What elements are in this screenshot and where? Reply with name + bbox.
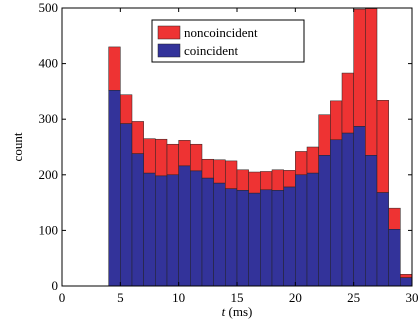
bar-coincident — [248, 192, 261, 286]
bar-noncoincident — [271, 169, 284, 191]
x-tick-label: 0 — [59, 290, 66, 305]
bar-coincident — [166, 174, 179, 286]
bar-noncoincident — [341, 72, 354, 134]
bar-noncoincident — [400, 274, 412, 278]
bar-noncoincident — [201, 158, 214, 179]
bar-noncoincident — [388, 207, 401, 230]
bar-coincident — [306, 172, 319, 286]
bar-noncoincident — [283, 170, 296, 188]
bar-noncoincident — [353, 8, 366, 127]
bar-coincident — [190, 170, 203, 286]
bar-noncoincident — [225, 160, 238, 189]
legend-label: coincident — [184, 43, 239, 58]
x-axis-label-unit: (ms) — [225, 304, 252, 319]
legend-swatch — [157, 43, 181, 58]
bar-coincident — [236, 190, 249, 286]
bar-noncoincident — [213, 159, 226, 184]
bar-noncoincident — [330, 100, 343, 141]
bar-coincident — [283, 186, 296, 286]
bar-noncoincident — [260, 171, 273, 191]
y-tick-label: 300 — [39, 111, 59, 126]
bar-coincident — [400, 277, 412, 286]
x-axis-label-variable: t — [222, 304, 226, 319]
bar-coincident — [353, 126, 366, 286]
x-tick-label: 15 — [231, 290, 244, 305]
legend: noncoincident coincident — [151, 19, 305, 63]
bar-coincident — [120, 123, 133, 286]
legend-swatch — [157, 25, 181, 40]
bar-coincident — [155, 175, 168, 286]
bar-noncoincident — [120, 94, 133, 124]
bar-coincident — [365, 155, 378, 286]
bar-coincident — [225, 188, 238, 286]
bar-coincident — [201, 177, 214, 286]
bar-noncoincident — [178, 140, 191, 167]
bar-noncoincident — [306, 146, 319, 174]
legend-label: noncoincident — [184, 25, 258, 40]
bar-noncoincident — [143, 138, 156, 174]
x-tick-label: 20 — [289, 290, 302, 305]
y-tick-label: 0 — [52, 278, 59, 293]
bar-coincident — [388, 229, 401, 286]
y-axis-label: count — [10, 132, 25, 161]
bar-coincident — [260, 189, 273, 286]
bar-noncoincident — [190, 143, 203, 172]
bar-coincident — [330, 139, 343, 286]
y-tick-label: 100 — [39, 222, 59, 237]
x-tick-label: 10 — [172, 290, 185, 305]
bar-coincident — [295, 174, 308, 286]
bar-noncoincident — [365, 8, 378, 156]
bar-noncoincident — [236, 169, 249, 191]
x-axis-label: t (ms) — [222, 304, 253, 319]
bar-coincident — [108, 90, 121, 286]
bar-noncoincident — [166, 143, 179, 176]
bar-coincident — [178, 165, 191, 286]
bar-coincident — [341, 132, 354, 286]
bar-noncoincident — [131, 121, 144, 154]
bar-noncoincident — [376, 100, 389, 193]
bar-coincident — [213, 182, 226, 286]
bar-coincident — [131, 153, 144, 286]
y-tick-label: 200 — [39, 167, 59, 182]
bars-group — [108, 8, 412, 286]
y-tick-label: 400 — [39, 56, 59, 71]
x-tick-label: 5 — [117, 290, 124, 305]
y-tick-label: 500 — [39, 0, 59, 15]
x-tick-label: 25 — [347, 290, 360, 305]
bar-noncoincident — [295, 151, 308, 176]
bar-noncoincident — [108, 46, 121, 91]
bar-coincident — [318, 155, 331, 286]
bar-noncoincident — [155, 138, 168, 177]
x-tick-label: 30 — [406, 290, 419, 305]
bar-coincident — [376, 192, 389, 286]
bar-coincident — [143, 172, 156, 286]
bar-noncoincident — [318, 114, 331, 156]
bar-coincident — [271, 190, 284, 286]
bar-noncoincident — [248, 171, 261, 194]
